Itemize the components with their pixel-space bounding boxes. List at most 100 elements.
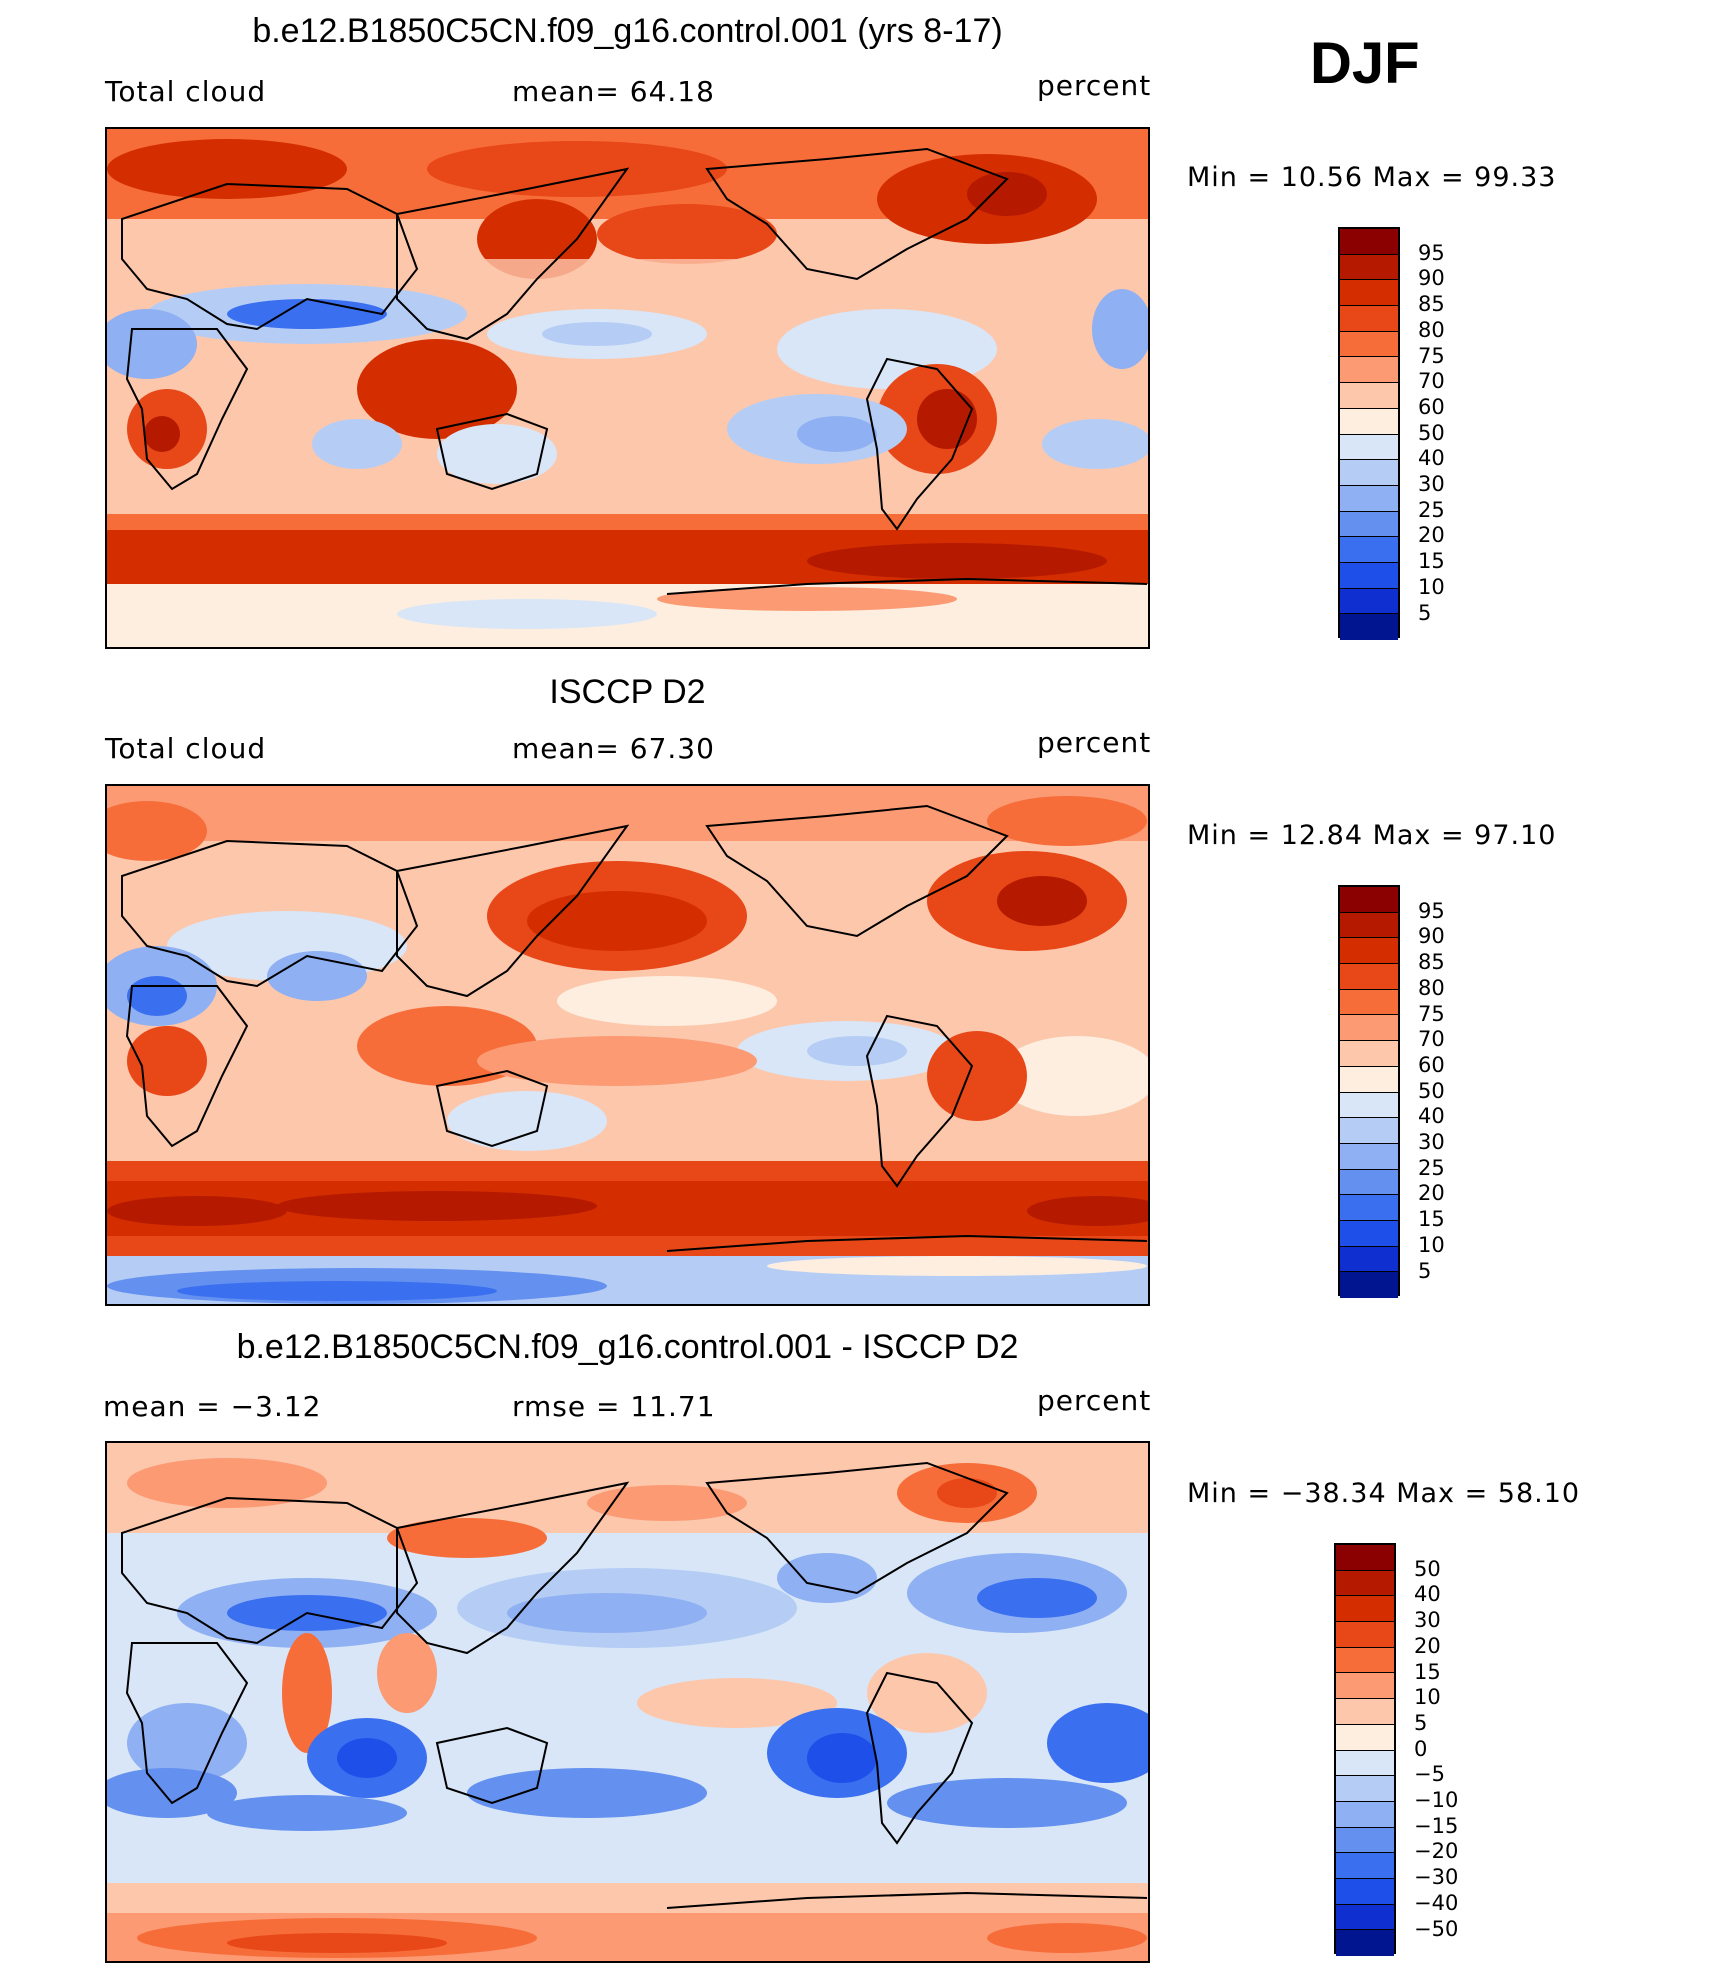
colorbar-tick-label: 15 (1418, 549, 1445, 574)
colorbar-swatch (1340, 537, 1398, 563)
panel1-minmax: Min = 10.56 Max = 99.33 (1187, 162, 1557, 193)
colorbar-swatch (1340, 254, 1398, 281)
colorbar-swatch (1336, 1878, 1394, 1905)
colorbar-swatch (1340, 383, 1398, 409)
colorbar-tick-label: 85 (1418, 950, 1445, 975)
colorbar-tick-label: −15 (1414, 1813, 1459, 1838)
panel2-map (105, 784, 1150, 1306)
colorbar-swatch (1340, 1220, 1398, 1247)
colorbar-tick-label: 70 (1418, 369, 1445, 394)
colorbar-tick-label: 5 (1414, 1710, 1428, 1735)
colorbar-swatch (1340, 408, 1398, 435)
colorbar-swatch (1340, 989, 1398, 1016)
colorbar-swatch (1340, 460, 1398, 486)
panel3-contour-plot (107, 1443, 1148, 1961)
colorbar-swatch (1340, 614, 1398, 640)
colorbar-swatch (1336, 1647, 1394, 1674)
colorbar-swatch (1336, 1750, 1394, 1777)
panel3-rmse-label: rmse = 11.71 (512, 1390, 716, 1423)
colorbar-tick-label: 95 (1418, 898, 1445, 923)
panel3-units-label: percent (1037, 1384, 1152, 1417)
colorbar-swatch (1340, 331, 1398, 358)
colorbar-tick-label: −40 (1414, 1890, 1459, 1915)
colorbar-tick-label: 40 (1414, 1582, 1441, 1607)
panel1-map (105, 127, 1150, 649)
colorbar-tick-label: 40 (1418, 446, 1445, 471)
colorbar-tick-label: 60 (1418, 394, 1445, 419)
colorbar-tick-label: 75 (1418, 343, 1445, 368)
colorbar-swatch (1340, 938, 1398, 965)
colorbar-tick-label: 90 (1418, 924, 1445, 949)
colorbar-swatch (1336, 1596, 1394, 1623)
panel2-mean-label: mean= 67.30 (512, 732, 715, 765)
panel3-title: b.e12.B1850C5CN.f09_g16.control.001 - IS… (236, 1328, 1019, 1366)
colorbar-tick-label: 30 (1414, 1608, 1441, 1633)
colorbar-swatch (1336, 1930, 1394, 1956)
colorbar-swatch (1336, 1776, 1394, 1802)
colorbar-swatch (1340, 1066, 1398, 1093)
colorbar-tick-label: −20 (1414, 1839, 1459, 1864)
colorbar-tick-label: 80 (1418, 975, 1445, 1000)
colorbar-tick-label: 10 (1414, 1685, 1441, 1710)
colorbar-swatch (1340, 485, 1398, 512)
colorbar-swatch (1336, 1724, 1394, 1751)
season-label: DJF (1310, 31, 1420, 96)
colorbar-tick-label: 95 (1418, 240, 1445, 265)
colorbar-tick-label: 25 (1418, 1155, 1445, 1180)
colorbar-swatch (1336, 1801, 1394, 1828)
panel1-mean-label: mean= 64.18 (512, 75, 715, 108)
colorbar-tick-label: 60 (1418, 1052, 1445, 1077)
colorbar-tick-label: 15 (1414, 1659, 1441, 1684)
colorbar-swatch (1340, 229, 1398, 255)
panel2-minmax: Min = 12.84 Max = 97.10 (1187, 820, 1557, 851)
colorbar-swatch (1336, 1904, 1394, 1931)
colorbar-swatch (1340, 1272, 1398, 1298)
colorbar-swatch (1340, 887, 1398, 913)
colorbar-tick-label: 30 (1418, 472, 1445, 496)
colorbar-swatch (1340, 1169, 1398, 1196)
panel3-minmax: Min = −38.34 Max = 58.10 (1187, 1478, 1581, 1509)
colorbar-swatch (1340, 964, 1398, 990)
colorbar-tick-label: −5 (1414, 1762, 1445, 1787)
colorbar-swatch (1340, 1092, 1398, 1119)
panel2-title: ISCCP D2 (549, 673, 706, 711)
colorbar-swatch (1340, 511, 1398, 538)
colorbar-tick-label: 15 (1418, 1207, 1445, 1232)
panel3-mean-label: mean = −3.12 (103, 1390, 322, 1423)
colorbar-tick-label: 25 (1418, 497, 1445, 522)
colorbar-tick-label: 50 (1418, 420, 1445, 445)
panel2-units-label: percent (1037, 726, 1152, 759)
colorbar-tick-label: 5 (1418, 600, 1432, 625)
colorbar-swatch (1336, 1699, 1394, 1725)
colorbar-swatch (1340, 562, 1398, 589)
colorbar-tick-label: 75 (1418, 1001, 1445, 1026)
panel1-colorbar-swatches (1338, 227, 1400, 640)
colorbar-tick-label: 90 (1418, 266, 1445, 291)
colorbar-swatch (1340, 1246, 1398, 1273)
colorbar-tick-label: 40 (1418, 1104, 1445, 1129)
colorbar-swatch (1340, 1195, 1398, 1221)
colorbar-tick-label: 0 (1414, 1736, 1428, 1761)
colorbar-swatch (1336, 1673, 1394, 1700)
colorbar-tick-label: 10 (1418, 574, 1445, 599)
panel1-contour-plot (107, 129, 1148, 647)
colorbar-swatch (1340, 434, 1398, 461)
panel3-colorbar-swatches (1334, 1543, 1396, 1956)
colorbar-swatch (1340, 1118, 1398, 1144)
colorbar-tick-label: 50 (1414, 1556, 1441, 1581)
colorbar-tick-label: 20 (1418, 1181, 1445, 1206)
colorbar-swatch (1340, 1015, 1398, 1042)
colorbar-swatch (1336, 1570, 1394, 1597)
colorbar-swatch (1340, 306, 1398, 332)
colorbar-tick-label: 50 (1418, 1078, 1445, 1103)
colorbar-tick-label: −10 (1414, 1788, 1459, 1812)
panel1-variable-label: Total cloud (105, 75, 267, 108)
panel3-map (105, 1441, 1150, 1963)
colorbar-tick-label: 20 (1414, 1633, 1441, 1658)
colorbar-tick-label: 70 (1418, 1027, 1445, 1052)
colorbar-tick-label: 80 (1418, 317, 1445, 342)
colorbar-swatch (1340, 588, 1398, 615)
colorbar-swatch (1336, 1545, 1394, 1571)
colorbar-swatch (1336, 1827, 1394, 1854)
colorbar-tick-label: 5 (1418, 1258, 1432, 1283)
